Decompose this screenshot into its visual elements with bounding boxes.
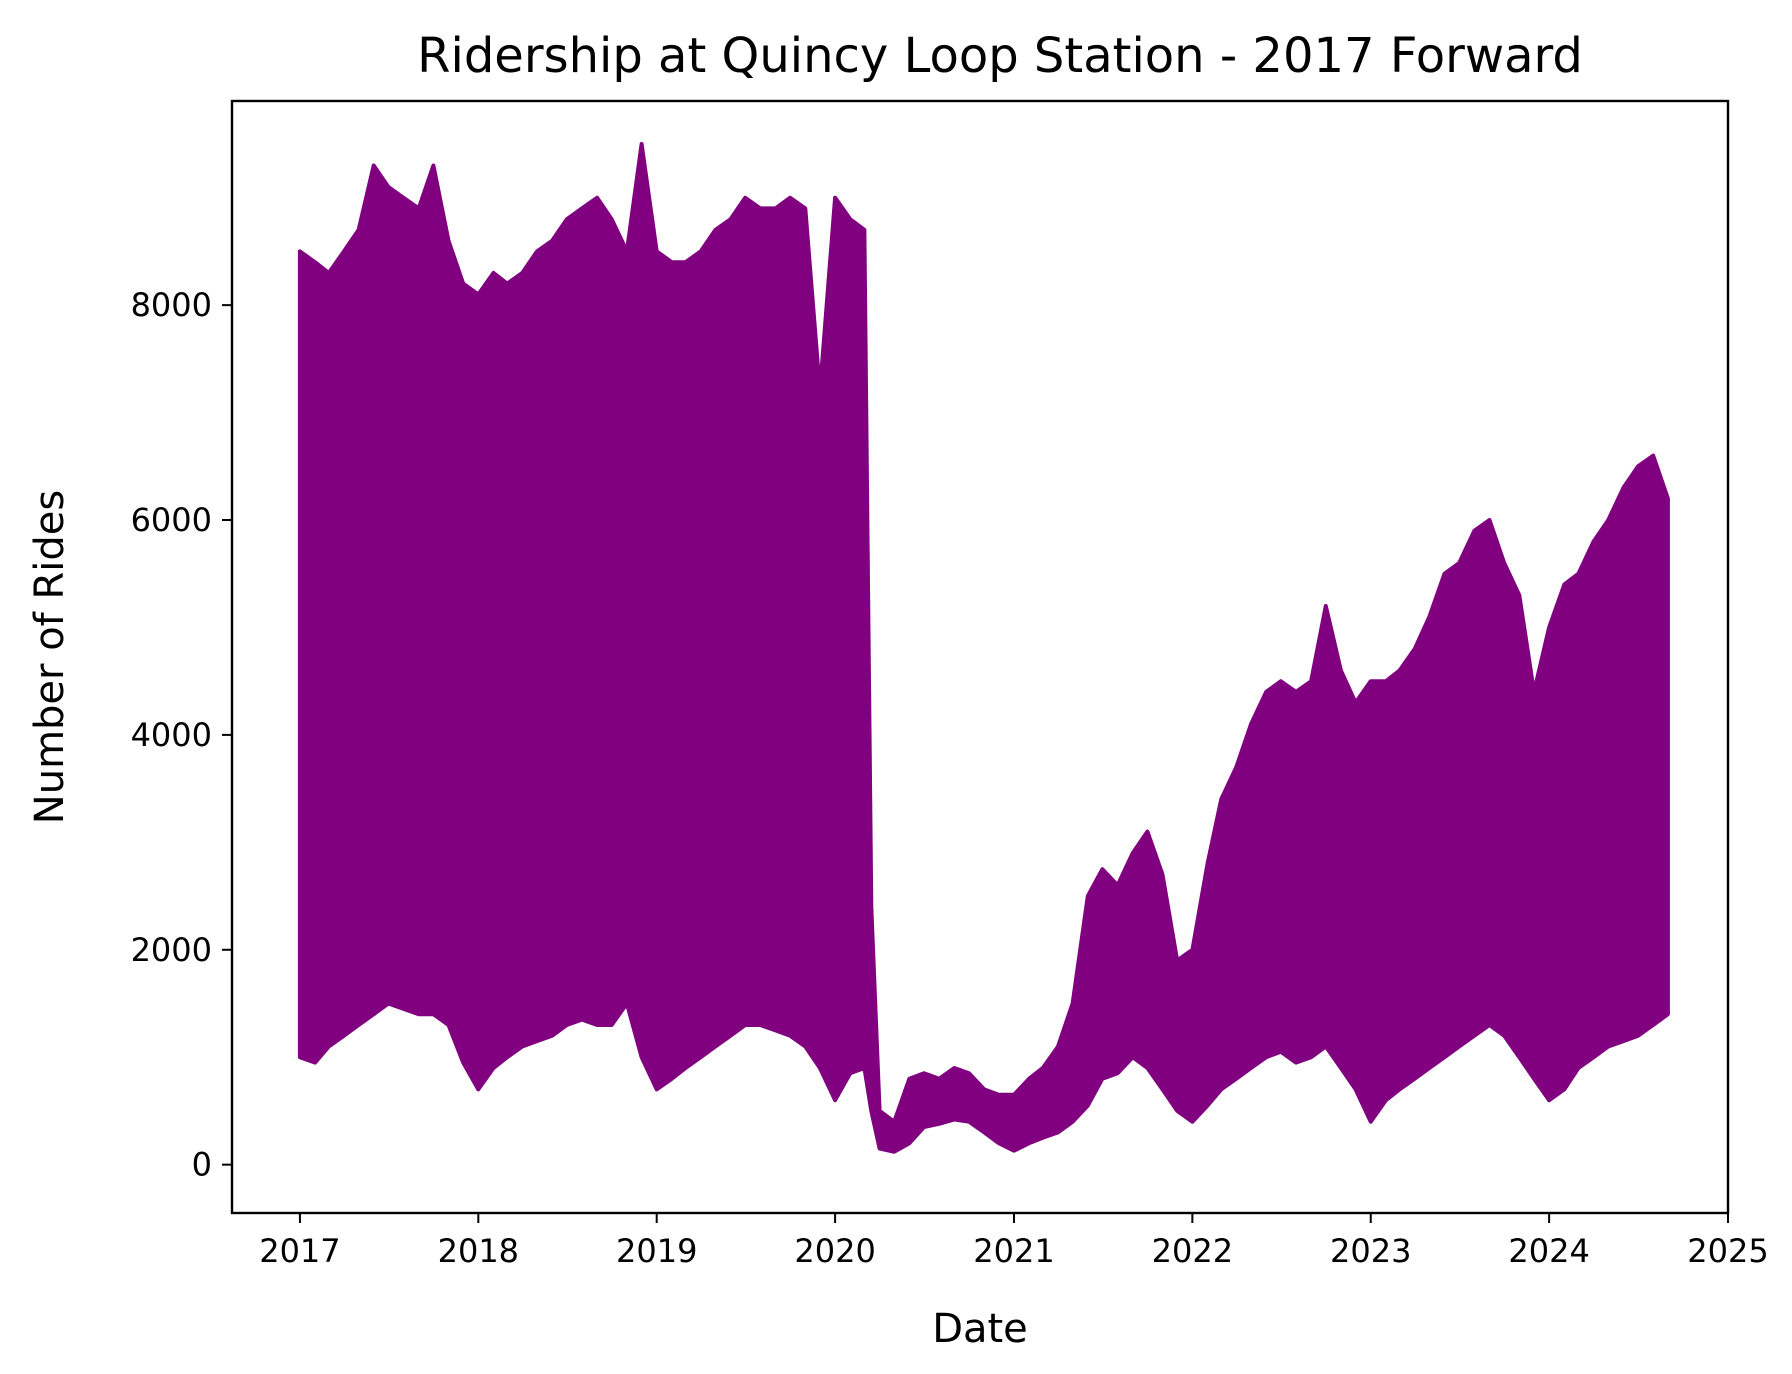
y-tick-label-4000: 4000: [131, 716, 212, 754]
y-axis-ticks: 0 2000 4000 6000 8000: [131, 286, 232, 1184]
x-tick-label-2024: 2024: [1508, 1232, 1589, 1270]
y-tick-label-6000: 6000: [131, 501, 212, 539]
x-tick-label-2021: 2021: [973, 1232, 1054, 1270]
x-tick-label-2025: 2025: [1687, 1232, 1768, 1270]
x-tick-label-2019: 2019: [616, 1232, 697, 1270]
x-axis-label: Date: [932, 1306, 1028, 1352]
y-tick-label-8000: 8000: [131, 286, 212, 324]
plot-frame: [230, 99, 1730, 1215]
x-tick-label-2022: 2022: [1152, 1232, 1233, 1270]
x-tick-label-2023: 2023: [1330, 1232, 1411, 1270]
chart-title: Ridership at Quincy Loop Station - 2017 …: [417, 28, 1583, 84]
x-tick-label-2018: 2018: [438, 1232, 519, 1270]
x-tick-label-2020: 2020: [794, 1232, 875, 1270]
plot-data-layer: [297, 142, 1670, 1154]
y-tick-label-0: 0: [192, 1146, 212, 1184]
y-tick-label-2000: 2000: [131, 931, 212, 969]
x-axis-ticks: 2017 2018 2019 2020 2021 2022 2023 2024 2025: [259, 1213, 1769, 1270]
x-tick-label-2017: 2017: [259, 1232, 340, 1270]
y-axis-label: Number of Rides: [27, 490, 73, 824]
